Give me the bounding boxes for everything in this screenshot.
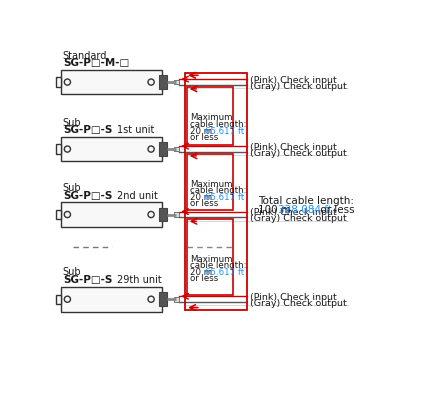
Bar <box>174 147 179 152</box>
Bar <box>56 295 61 304</box>
Bar <box>56 78 61 88</box>
Bar <box>187 220 233 295</box>
Bar <box>61 137 162 162</box>
Circle shape <box>148 297 154 303</box>
Bar <box>159 293 167 306</box>
Circle shape <box>64 212 70 218</box>
Bar <box>174 81 179 85</box>
Text: 1st unit: 1st unit <box>117 125 154 135</box>
Text: (Gray) Check output: (Gray) Check output <box>250 81 347 90</box>
Bar <box>61 71 162 95</box>
Bar <box>187 154 233 211</box>
Text: cable length:: cable length: <box>190 186 246 195</box>
Text: 20 m: 20 m <box>190 267 215 276</box>
Bar <box>159 143 167 157</box>
Text: cable length:: cable length: <box>190 261 246 270</box>
Text: or less: or less <box>190 133 218 142</box>
Text: SG-P□-S: SG-P□-S <box>63 274 112 284</box>
Circle shape <box>64 80 70 86</box>
Text: or less: or less <box>190 199 218 208</box>
Circle shape <box>148 147 154 153</box>
Bar <box>61 203 162 227</box>
Text: SG-P□-S: SG-P□-S <box>63 125 112 135</box>
Circle shape <box>148 212 154 218</box>
Text: 2nd unit: 2nd unit <box>117 191 158 200</box>
Text: (Pink) Check input: (Pink) Check input <box>250 207 337 216</box>
Bar <box>174 297 179 302</box>
Text: or less: or less <box>317 204 355 214</box>
Text: (Gray) Check output: (Gray) Check output <box>250 148 347 157</box>
Text: (Pink) Check input: (Pink) Check input <box>250 142 337 151</box>
Text: 328.084 ft: 328.084 ft <box>278 204 332 214</box>
Text: Sub: Sub <box>63 183 81 193</box>
Text: Maximum: Maximum <box>190 179 232 188</box>
Text: 65.617 ft: 65.617 ft <box>205 126 245 135</box>
Text: (Gray) Check output: (Gray) Check output <box>250 298 347 307</box>
Text: or less: or less <box>190 274 218 283</box>
Text: 20 m: 20 m <box>190 126 215 135</box>
Text: Sub: Sub <box>63 266 81 276</box>
Bar <box>56 145 61 154</box>
Circle shape <box>64 297 70 303</box>
Circle shape <box>148 80 154 86</box>
Text: SG-P□-S: SG-P□-S <box>63 191 112 200</box>
Text: 100 m: 100 m <box>258 204 294 214</box>
Bar <box>159 208 167 222</box>
Text: Standard: Standard <box>63 51 107 61</box>
Text: Maximum: Maximum <box>190 254 232 263</box>
Circle shape <box>64 147 70 153</box>
Text: 65.617 ft: 65.617 ft <box>205 267 245 276</box>
Text: Sub: Sub <box>63 117 81 128</box>
Bar <box>56 210 61 220</box>
Text: (Pink) Check input: (Pink) Check input <box>250 75 337 84</box>
Text: (Gray) Check output: (Gray) Check output <box>250 213 347 222</box>
Text: (Pink) Check input: (Pink) Check input <box>250 292 337 301</box>
Bar <box>185 74 247 310</box>
Text: SG-P□-M-□: SG-P□-M-□ <box>63 58 129 68</box>
Text: 29th unit: 29th unit <box>117 274 162 284</box>
Bar <box>61 287 162 312</box>
Text: Total cable length:: Total cable length: <box>258 195 354 205</box>
Bar <box>159 76 167 90</box>
Text: 20 m: 20 m <box>190 192 215 201</box>
Text: cable length:: cable length: <box>190 120 246 129</box>
Text: 65.617 ft: 65.617 ft <box>205 192 245 201</box>
Text: Maximum: Maximum <box>190 113 232 122</box>
Bar <box>187 88 233 145</box>
Bar <box>174 213 179 217</box>
